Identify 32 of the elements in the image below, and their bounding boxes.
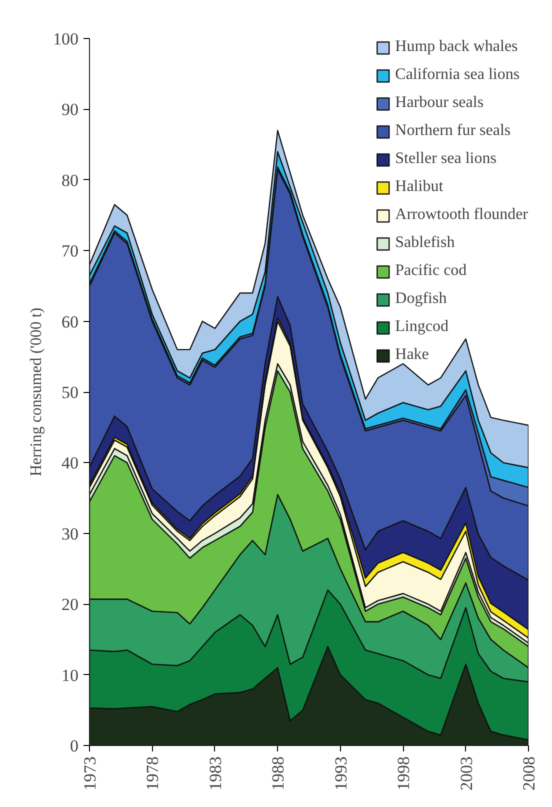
y-tick-label: 10 <box>62 666 78 685</box>
y-tick-label: 80 <box>62 170 78 190</box>
y-tick-label: 20 <box>62 595 78 614</box>
legend-label: Harbour seals <box>395 94 484 112</box>
legend-label: California sea lions <box>395 66 520 84</box>
y-tick-label: 50 <box>62 383 78 402</box>
y-tick-label: 0 <box>70 736 78 756</box>
y-tick-label: 100 <box>53 30 78 48</box>
x-tick-label: 1973 <box>80 756 100 790</box>
y-tick-label: 70 <box>62 242 78 261</box>
x-tick-label: 1983 <box>206 756 225 790</box>
legend-label: Pacific cod <box>395 262 467 280</box>
x-tick-label: 2008 <box>520 756 538 790</box>
legend-label: Hump back whales <box>395 38 518 56</box>
y-tick-label: 60 <box>62 312 78 332</box>
legend-label: Halibut <box>395 178 444 196</box>
y-tick-label: 30 <box>62 524 78 544</box>
y-axis-title: Herring consumed ('000 t) <box>28 308 45 476</box>
x-tick-label: 1978 <box>143 756 162 790</box>
y-tick-label: 90 <box>62 100 78 120</box>
legend-label: Lingcod <box>395 318 448 336</box>
x-tick-label: 2003 <box>456 756 476 790</box>
x-tick-label: 1993 <box>331 756 350 790</box>
x-tick-label: 1998 <box>394 756 414 790</box>
legend-label: Arrowtooth flounder <box>395 206 528 224</box>
legend-label: Hake <box>395 346 429 364</box>
legend-label: Steller sea lions <box>395 150 496 168</box>
legend-label: Dogfish <box>395 290 447 308</box>
x-tick-label: 1988 <box>268 756 288 790</box>
legend-label: Northern fur seals <box>395 122 511 140</box>
y-tick-label: 40 <box>62 454 78 473</box>
legend-label: Sablefish <box>395 234 455 252</box>
